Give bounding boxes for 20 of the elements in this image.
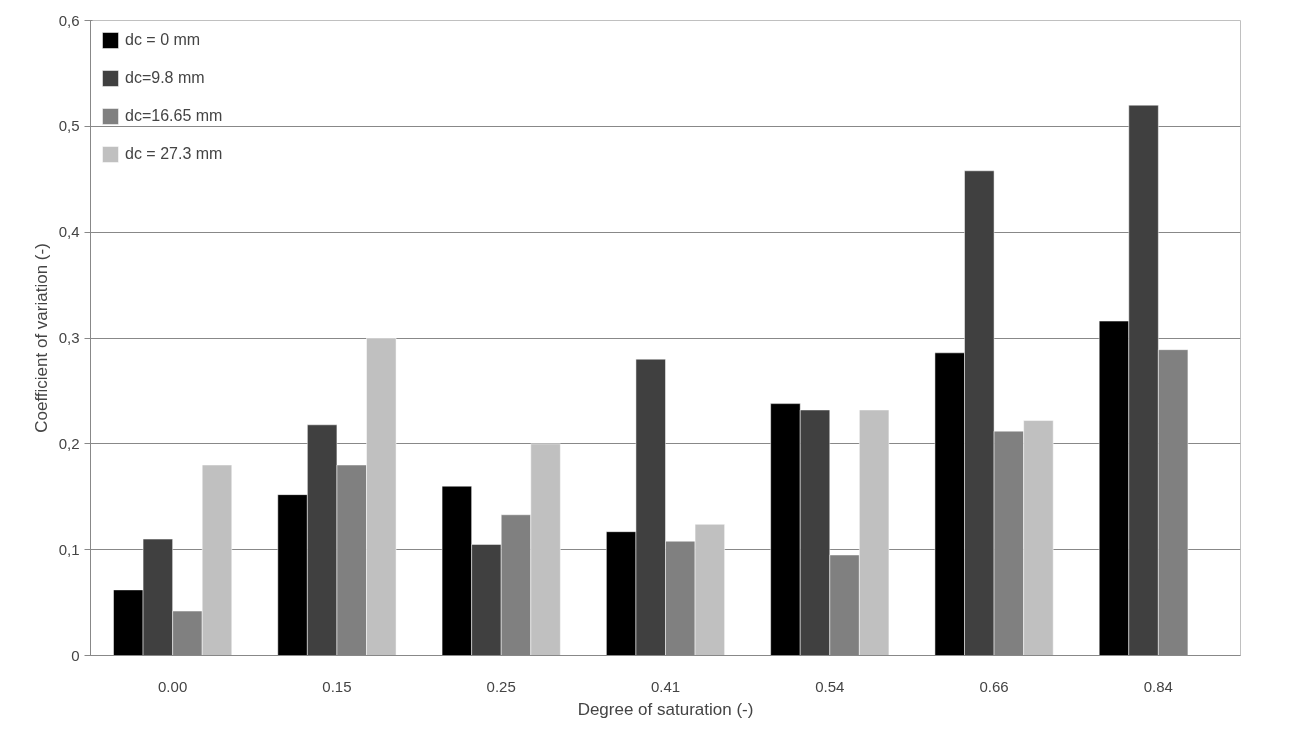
- y-tick-label: 0,5: [58, 117, 80, 135]
- y-tick-label: 0,1: [58, 540, 80, 558]
- x-tick-label: 0.66: [979, 677, 1009, 695]
- x-tick-label: 0.54: [815, 677, 845, 695]
- y-axis-title: Coefficient of variation (-): [31, 243, 51, 433]
- legend-label: dc=9.8 mm: [125, 69, 205, 87]
- x-tick-label: 0.00: [158, 677, 188, 695]
- x-axis-title: Degree of saturation (-): [577, 699, 754, 719]
- y-tick-label: 0,2: [58, 434, 80, 452]
- y-tick-label: 0: [71, 646, 80, 664]
- y-tick-label: 0,6: [58, 11, 80, 29]
- legend-label: dc=16.65 mm: [125, 107, 223, 125]
- x-tick-label: 0.15: [322, 677, 352, 695]
- x-tick-label: 0.25: [486, 677, 516, 695]
- x-tick-label: 0.84: [1143, 677, 1173, 695]
- x-tick-label: 0.41: [650, 677, 681, 695]
- y-tick-label: 0,4: [58, 223, 80, 241]
- legend-label: dc = 27.3 mm: [125, 145, 223, 163]
- y-tick-label: 0,3: [58, 329, 80, 346]
- legend-label: dc = 0 mm: [125, 31, 201, 49]
